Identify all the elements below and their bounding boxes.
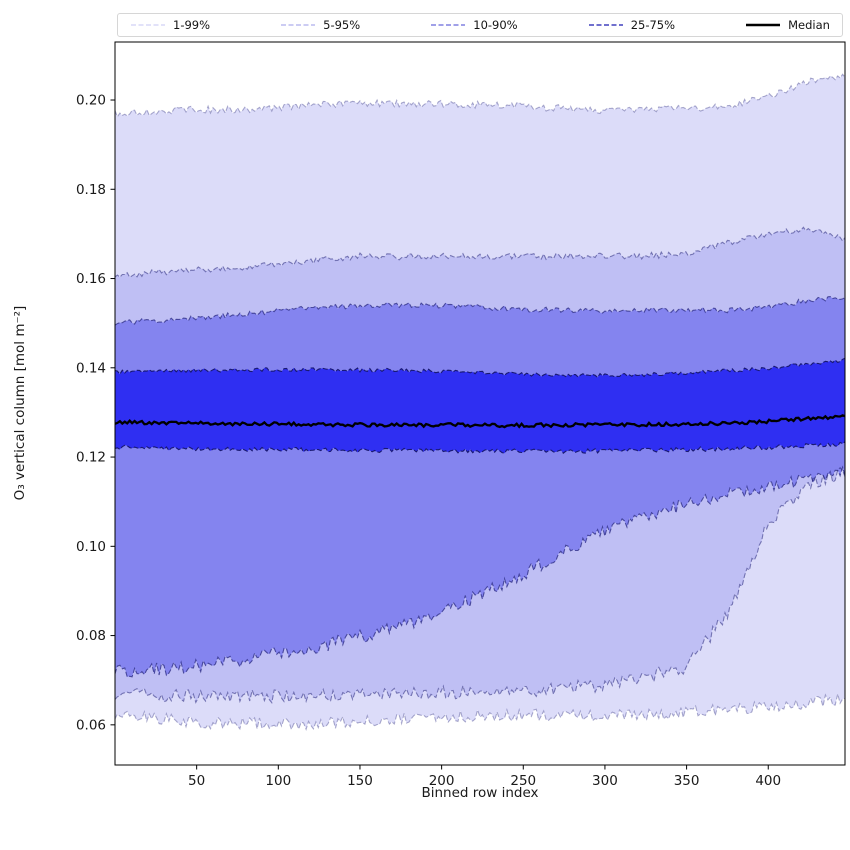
band-edge-lower-25-75 (115, 441, 845, 454)
legend-label: 5-95% (323, 18, 361, 32)
legend-line-sample (588, 24, 623, 26)
y-tick-label: 0.20 (76, 93, 106, 109)
axes: 50 100 150 200 250 300 350 400 0.06 0.08 0.10 0.12 0… (76, 41, 846, 789)
band-edge-upper-1-99 (115, 73, 845, 118)
y-tick-label: 0.16 (76, 271, 106, 287)
x-tick-label: 200 (429, 773, 455, 789)
y-tick-label: 0.06 (76, 717, 106, 733)
y-tick-label: 0.18 (76, 182, 106, 198)
legend-line-sample (281, 24, 316, 26)
legend-item-10-90: 10-90% (430, 18, 518, 32)
y-tick-label: 0.14 (76, 360, 106, 376)
y-tick-label: 0.08 (76, 628, 106, 644)
x-tick-label: 50 (188, 773, 205, 789)
y-tick-label: 0.12 (76, 450, 106, 466)
band-edge-lower-5-95 (115, 466, 845, 704)
legend-line-sample (431, 24, 466, 26)
legend-item-1-99: 1-99% (130, 18, 210, 32)
band-edge-upper-10-90 (115, 296, 845, 326)
x-tick-label: 350 (674, 773, 700, 789)
legend-line-sample (131, 24, 165, 26)
percentile-bands (115, 73, 845, 731)
legend: 1-99% 5-95% 10-90% 25-75% Median (117, 13, 843, 37)
band-edge-lower-10-90 (115, 465, 845, 678)
band-edge-upper-5-95 (115, 226, 845, 278)
legend-item-median: Median (745, 18, 830, 32)
x-tick-label: 300 (592, 773, 618, 789)
band-25-75 (115, 358, 845, 454)
legend-label: 1-99% (173, 18, 211, 32)
legend-item-5-95: 5-95% (280, 18, 360, 32)
legend-line-sample (746, 23, 781, 27)
median-line (115, 414, 845, 429)
x-axis-label: Binned row index (421, 785, 538, 801)
y-tick-label: 0.10 (76, 539, 106, 555)
legend-item-25-75: 25-75% (588, 18, 675, 32)
y-axis-label: O₃ vertical column [mol m⁻²] (12, 306, 28, 501)
legend-label: 10-90% (473, 18, 518, 32)
legend-label: 25-75% (630, 18, 676, 32)
band-edge-upper-25-75 (115, 357, 845, 379)
x-tick-label: 400 (755, 773, 781, 789)
x-tick-label: 150 (347, 773, 373, 789)
x-tick-label: 100 (265, 773, 291, 789)
band-edge-lower-1-99 (115, 693, 845, 731)
legend-label: Median (788, 18, 830, 32)
plot-frame (114, 41, 846, 766)
x-tick-label: 250 (510, 773, 536, 789)
